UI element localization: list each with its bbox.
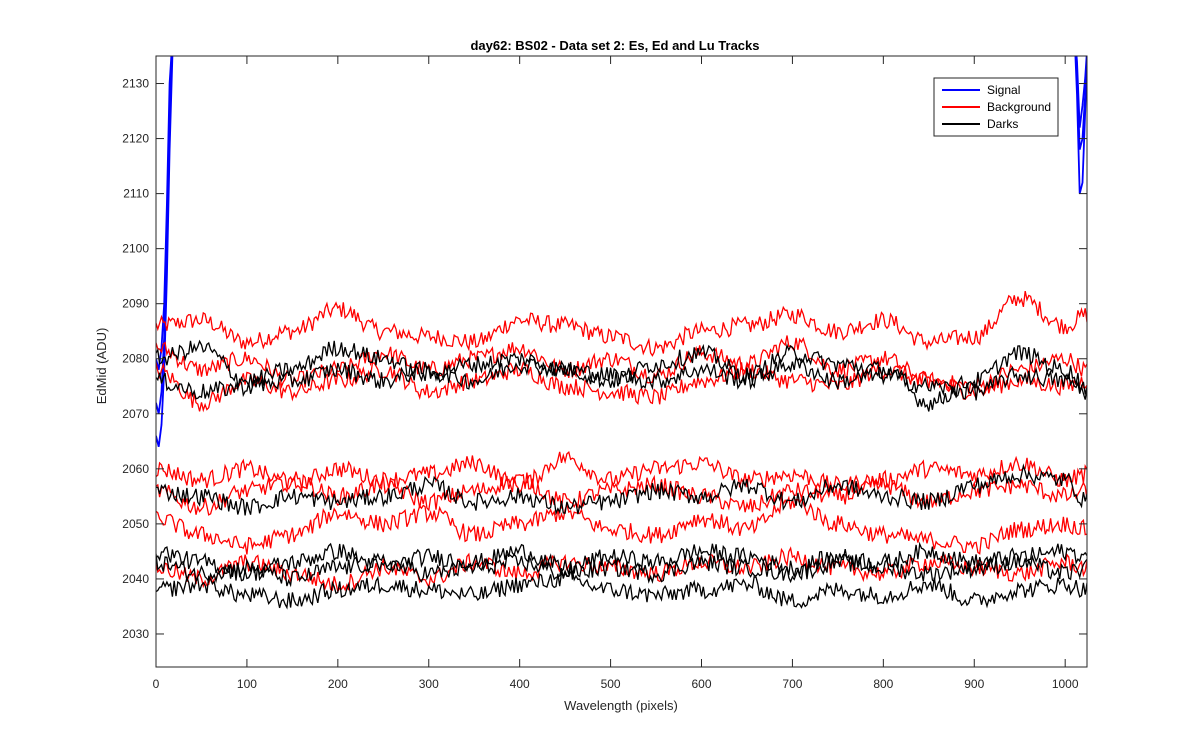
x-tick-label: 400 [510,677,530,691]
y-tick-label: 2130 [122,77,149,91]
plot-frame [155,55,1088,668]
x-tick-label: 300 [419,677,439,691]
series-line-signal-1 [156,56,1087,448]
y-tick-label: 2070 [122,407,149,421]
legend-label-darks: Darks [987,117,1018,131]
y-tick-label: 2030 [122,627,149,641]
x-tick-label: 1000 [1052,677,1079,691]
legend-label-signal: Signal [987,83,1020,97]
series-line-background-5 [156,335,1087,394]
legend: Signal Background Darks [933,77,1059,137]
plot-area [156,56,1087,610]
x-tick-label: 0 [153,677,160,691]
y-tick-label: 2110 [123,187,149,201]
axes: 0 100 200 300 400 500 600 700 800 900 1000 2030 2040… [122,55,1088,691]
series-line-darks-14 [156,541,1087,582]
x-tick-label: 100 [237,677,257,691]
x-tick-label: 700 [782,677,802,691]
series-line-darks-16 [156,569,1087,610]
y-tick-label: 2080 [122,352,149,366]
y-tick-label: 2120 [122,132,149,146]
y-tick-label: 2050 [122,517,149,531]
y-tick-label: 2060 [122,462,149,476]
x-tick-label: 800 [873,677,893,691]
y-axis-label: EdMid (ADU) [94,328,109,405]
series-line-background-6 [156,361,1087,413]
y-tick-label: 2090 [122,297,149,311]
y-tick-label: 2040 [122,572,149,586]
x-tick-label: 200 [328,677,348,691]
legend-label-background: Background [987,100,1051,114]
x-tick-label: 600 [691,677,711,691]
y-tick-label: 2100 [122,242,149,256]
series-line-darks-13 [156,463,1087,516]
series-line-background-4 [156,290,1087,357]
chart-title: day62: BS02 - Data set 2: Es, Ed and Lu … [470,38,759,53]
series-line-signal-3 [156,56,1087,371]
series-line-background-9 [156,495,1087,555]
series-line-background-10 [156,546,1087,594]
series-line-darks-12 [156,354,1087,401]
series-line-darks-15 [156,552,1087,588]
x-axis-label: Wavelength (pixels) [564,698,678,713]
x-tick-label: 500 [601,677,621,691]
x-tick-label: 900 [964,677,984,691]
